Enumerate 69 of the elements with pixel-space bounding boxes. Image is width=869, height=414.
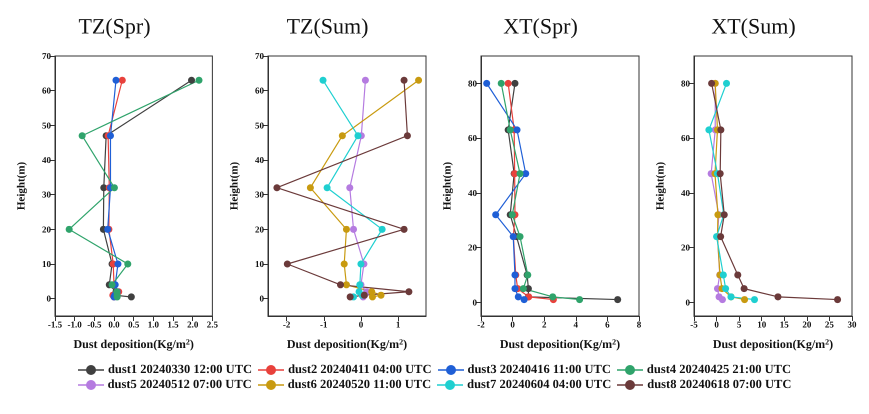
y-tick-label: 20 [468, 242, 478, 253]
y-axis-title: Height(m) [228, 162, 240, 210]
x-tick-label: 4 [574, 320, 579, 330]
chart-title: TZ(Sum) [286, 14, 368, 38]
x-tick-label: 2 [542, 320, 547, 330]
legend-label: dust5 20240512 07:00 UTC [108, 377, 252, 392]
x-tick-label: 6 [605, 320, 610, 330]
x-tick-label: -1.5 [48, 320, 63, 330]
legend-label: dust4 20240425 21:00 UTC [646, 362, 792, 377]
x-tick-label: 15 [780, 320, 790, 330]
legend-label: dust8 20240618 07:00 UTC [647, 377, 792, 392]
x-tick-label: 0 [510, 320, 516, 330]
y-tick-label: 0 [472, 297, 478, 308]
y-tick-label: 20 [255, 224, 264, 234]
y-tick-label: 50 [255, 120, 264, 130]
x-tick-label: 5 [736, 320, 742, 330]
y-tick-label: 60 [681, 133, 690, 144]
x-tick-label: 0 [714, 320, 720, 330]
y-tick-label: 60 [468, 133, 478, 144]
x-tick-label: 2.0 [187, 320, 199, 330]
x-tick-label: 25 [824, 320, 834, 330]
x-tick-label: 2.5 [206, 320, 218, 330]
y-tick-label: 40 [255, 155, 264, 165]
legend-label: dust7 20240604 04:00 UTC [467, 377, 612, 392]
legend-label: dust2 20240411 04:00 UTC [288, 362, 432, 377]
x-tick-label: 0.5 [128, 320, 140, 330]
y-tick-label: 80 [468, 78, 478, 88]
legend-label: dust3 20240416 11:00 UTC [468, 362, 611, 377]
y-tick-label: 70 [255, 51, 264, 61]
y-tick-label: 70 [42, 51, 52, 61]
chart-title: TZ(Spr) [78, 14, 151, 38]
y-tick-label: 0 [686, 297, 690, 308]
x-tick-label: -2 [282, 320, 291, 330]
y-tick-label: 0 [260, 294, 264, 304]
x-tick-label: -0.5 [87, 320, 102, 330]
y-tick-label: 80 [681, 78, 690, 88]
x-tick-label: 1 [396, 320, 401, 330]
y-tick-label: 0 [46, 294, 52, 304]
legend-label: dust1 20240330 12:00 UTC [108, 362, 252, 377]
y-tick-label: 60 [255, 86, 264, 96]
x-tick-label: 1.0 [148, 320, 160, 330]
x-tick-label: -2 [477, 320, 486, 330]
y-tick-label: 10 [42, 259, 52, 269]
x-tick-label: 30 [848, 320, 857, 330]
y-tick-label: 20 [681, 242, 690, 253]
y-tick-label: 20 [42, 224, 52, 234]
y-tick-label: 40 [681, 188, 690, 198]
y-axis-title: Height(m) [442, 162, 454, 210]
y-tick-label: 40 [468, 188, 478, 198]
x-tick-label: -1 [320, 320, 328, 330]
x-tick-label: 20 [802, 320, 812, 330]
chart-title: XT(Sum) [711, 14, 796, 38]
y-tick-label: 30 [42, 190, 52, 200]
legend-label: dust6 20240520 11:00 UTC [288, 377, 432, 392]
y-tick-label: 40 [42, 155, 52, 165]
x-tick-label: -1.0 [68, 320, 82, 330]
y-axis-title: Height(m) [654, 162, 666, 210]
y-axis-title: Height(m) [16, 162, 28, 210]
x-tick-label: -5 [690, 320, 698, 330]
x-tick-label: 0 [358, 320, 364, 330]
x-tick-label: 1.5 [167, 320, 180, 330]
x-tick-label: 8 [636, 320, 642, 330]
y-tick-label: 10 [255, 259, 264, 269]
chart-title: XT(Spr) [503, 14, 578, 38]
y-tick-label: 30 [255, 190, 264, 200]
x-tick-label: 10 [757, 320, 767, 330]
y-tick-label: 60 [42, 86, 52, 96]
x-tick-label: 0.0 [108, 320, 120, 330]
y-tick-label: 50 [42, 120, 52, 130]
